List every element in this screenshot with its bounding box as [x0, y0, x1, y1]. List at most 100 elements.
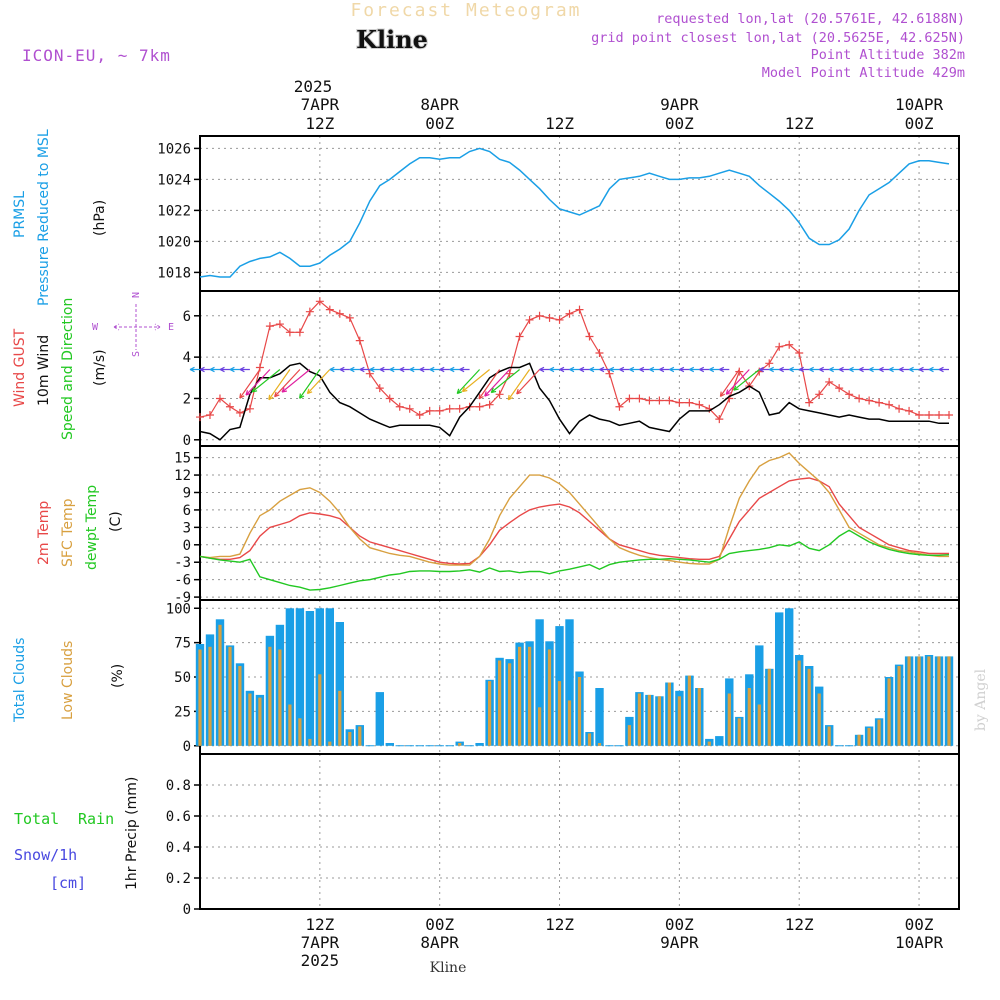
gust-point — [365, 369, 374, 378]
wind-direction-arrow — [725, 369, 750, 395]
low-cloud-bar — [797, 660, 801, 746]
gust-point — [795, 349, 804, 357]
wind-direction-arrow — [788, 366, 800, 373]
low-cloud-bar — [587, 733, 592, 746]
gust-point — [925, 411, 934, 419]
wind-direction-arrow — [818, 366, 830, 373]
total-cloud-bar — [565, 619, 574, 746]
pressure-panel-labels: PRMSL Pressure Reduced to MSL (hPa) — [12, 129, 108, 306]
bottom-time-label: 00Z — [665, 915, 694, 934]
low-cloud-bar — [208, 646, 212, 746]
precip-axis-label: 1hr Precip (mm) — [124, 777, 140, 890]
wind-direction-arrow — [808, 366, 820, 373]
low-cloud-bar — [278, 649, 282, 746]
temp-unit-label: (C) — [108, 511, 124, 532]
wind-direction-arrow — [898, 366, 910, 373]
low-cloud-bar — [488, 681, 492, 746]
low-cloud-bar — [567, 700, 572, 746]
wind-direction-arrow — [669, 366, 680, 373]
wind-direction-arrow — [359, 366, 370, 373]
wind-direction-arrow — [848, 366, 860, 373]
pressure-ytick-label: 1022 — [157, 203, 191, 219]
low-cloud-bar — [937, 656, 941, 746]
wind-direction-arrow — [490, 369, 520, 394]
gust-point — [865, 396, 874, 405]
wind-direction-arrow — [456, 369, 481, 395]
compass-w: W — [92, 322, 99, 333]
footer-location: Kline — [430, 960, 467, 976]
wind-ytick-label: 0 — [183, 433, 191, 449]
gust-point — [335, 309, 344, 318]
low-cloud-bar — [268, 646, 272, 746]
total-cloud-bar — [535, 619, 544, 746]
temp-ytick-label: -3 — [174, 555, 191, 571]
gust-point — [635, 394, 644, 403]
gust-point — [315, 297, 324, 306]
total-cloud-bar — [785, 608, 794, 746]
low-cloud-bar — [198, 649, 202, 746]
low-cloud-bar — [348, 732, 352, 746]
gust-point — [205, 411, 214, 419]
wind-direction-arrow — [609, 366, 620, 373]
low-cloud-bar — [597, 743, 602, 746]
gust-point — [565, 309, 574, 318]
wind-direction-arrow — [768, 366, 780, 373]
low-cloud-bar — [677, 696, 681, 746]
gust-point — [475, 402, 484, 411]
pressure-ytick-label: 1018 — [157, 265, 191, 281]
wind-dir-label: Speed and Direction — [60, 298, 76, 440]
gust-point — [515, 332, 524, 341]
grid-point-coords: grid point closest lon,lat (20.5625E, 42… — [591, 30, 965, 46]
snow-label: Snow/1h — [14, 846, 77, 864]
wind-direction-arrow — [189, 366, 200, 373]
total-cloud-bar — [595, 688, 604, 746]
gust-point — [405, 404, 414, 413]
wind-direction-arrow — [329, 366, 340, 373]
pressure-ytick-label: 1026 — [157, 141, 191, 157]
low-cloud-bar — [228, 646, 232, 746]
low-cloud-bar — [667, 682, 671, 746]
gust-point — [235, 408, 244, 417]
wind-direction-arrow — [699, 366, 710, 373]
low-cloud-bar — [258, 697, 262, 746]
pressure-frame — [199, 135, 960, 292]
low-cloud-bar — [528, 646, 532, 746]
wind-direction-arrow — [918, 366, 929, 373]
low-cloud-bar — [557, 681, 562, 746]
gust-point — [715, 415, 724, 424]
wind-direction-arrow — [389, 366, 400, 373]
temp-ytick-label: 3 — [183, 520, 191, 536]
dewpt-label: dewpt Temp — [84, 485, 100, 570]
low-clouds-label: Low Clouds — [60, 641, 76, 720]
wind-direction-arrow — [409, 366, 420, 373]
wind-direction-arrow — [399, 366, 410, 373]
wind-direction-arrow — [619, 366, 630, 373]
wind-direction-arrow — [878, 366, 890, 373]
wind-direction-arrow — [281, 369, 311, 393]
bottom-time-label: 12Z — [545, 915, 574, 934]
pressure-unit-label: (hPa) — [92, 200, 108, 236]
low-cloud-bar — [248, 693, 252, 746]
pressure-ytick-label: 1020 — [157, 234, 191, 250]
low-cloud-bar — [458, 743, 462, 746]
gust-point — [525, 315, 534, 324]
wind-direction-arrow — [199, 366, 210, 373]
low-cloud-bar — [577, 677, 582, 746]
gust-point — [875, 398, 884, 407]
low-cloud-bar — [318, 674, 322, 746]
wind-direction-arrow — [369, 366, 380, 373]
wind-direction-arrow — [449, 366, 460, 373]
wind-direction-arrow — [439, 366, 450, 373]
gust-point — [655, 396, 664, 405]
gust-point — [945, 411, 954, 419]
wind-direction-arrow — [209, 366, 220, 373]
compass-s: S — [131, 351, 142, 357]
gust-point — [625, 394, 634, 403]
requested-coords: requested lon,lat (20.5761E, 42.6188N) — [656, 11, 965, 27]
cloud-panel-labels: Total Clouds Low Clouds (%) — [12, 638, 126, 723]
wind-direction-arrow — [649, 366, 660, 373]
bottom-time-label: 00Z — [905, 915, 934, 934]
top-day-label: 9APR — [660, 95, 699, 114]
